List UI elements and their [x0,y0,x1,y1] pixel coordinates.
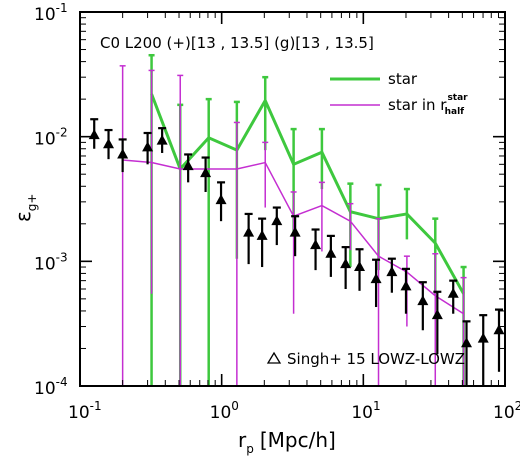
data-point [477,332,489,343]
series-2 [88,118,505,386]
y-tick-exp: -1 [56,1,68,15]
chart-title: C0 L200 (+)[13 , 13.5] (g)[13 , 13.5] [100,34,374,52]
data-point [325,247,337,258]
series-line [150,93,465,295]
x-tick-exp: 1 [373,399,381,413]
x-axis-label-unit: [Mpc/h] [260,428,336,452]
data-point [215,194,227,205]
legend-half-sub: half [445,107,465,117]
data-layer [88,53,505,386]
data-point [431,309,443,320]
x-tick-exp: 0 [231,399,239,413]
annotation-triangle [266,351,282,364]
x-tick-label: 102 [493,399,520,423]
series-1 [119,65,467,386]
legend-half-label: star in rstar half [388,93,468,117]
y-tick-exp: -4 [56,375,68,389]
data-point [461,337,473,348]
y-tick-exp: -2 [56,126,68,140]
legend-half-sup: star [447,93,468,103]
data-point [243,226,255,237]
y-tick-label: 10-2 [34,126,68,150]
x-tick-label: 101 [351,399,380,423]
data-point [200,167,212,178]
data-point [417,295,429,306]
y-tick-exp: -3 [56,250,68,264]
x-tick-label: 100 [210,399,239,423]
y-tick-base: 10 [34,5,56,25]
y-tick-label: 10-3 [34,250,68,274]
data-point [182,160,194,171]
x-tick-base: 10 [493,403,515,423]
y-tick-label: 10-1 [34,1,68,25]
data-point [117,148,129,159]
data-point [354,261,366,272]
y-tick-base: 10 [34,130,56,150]
x-tick-exp: -1 [90,399,102,413]
data-point [447,287,459,298]
legend-star-label: star [388,70,418,88]
x-tick-label: 10-1 [68,399,102,423]
data-point [493,324,505,335]
data-point [103,138,115,149]
x-axis-label-r: r [238,428,247,452]
y-tick-base: 10 [34,254,56,274]
data-point [271,215,283,226]
data-point [142,141,154,152]
y-tick-base: 10 [34,379,56,399]
data-point [310,239,322,250]
y-tick-label: 10-4 [34,375,68,399]
x-tick-base: 10 [351,403,373,423]
annotation-label: Singh+ 15 LOWZ-LOWZ [287,350,465,368]
data-point [88,129,100,140]
data-point [386,266,398,277]
x-tick-base: 10 [210,403,232,423]
data-point [340,258,352,269]
data-point [370,273,382,284]
plot-frame [79,11,506,387]
data-point [289,226,301,237]
data-point [256,229,268,240]
x-axis-label: rp [Mpc/h] [238,428,336,456]
x-tick-base: 10 [68,403,90,423]
data-point [400,280,412,291]
legend-half-prefix: star in r [388,96,447,114]
series-line [122,159,464,315]
y-axis-label-eps: ε [11,211,35,222]
y-axis-label-sub: g+ [25,194,39,212]
x-tick-exp: 2 [515,399,520,413]
y-axis-label: εg+ [11,194,39,222]
data-point [156,134,168,145]
x-axis-label-sub: p [246,442,254,456]
